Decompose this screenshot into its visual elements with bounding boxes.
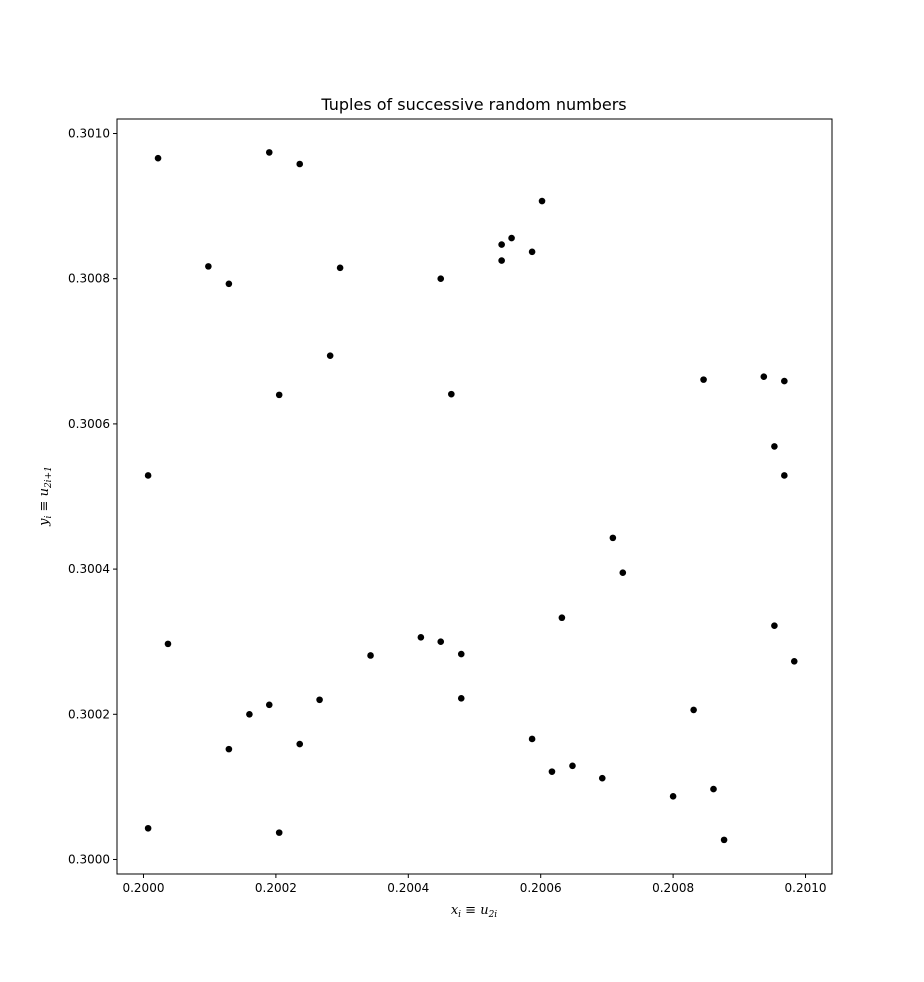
y-tick-label: 0.3000	[68, 852, 110, 866]
chart-title: Tuples of successive random numbers	[320, 95, 626, 114]
data-point	[296, 740, 304, 748]
y-axis: 0.3000 0.3002 0.3004 0.3006 0.3008 0.3010	[68, 127, 117, 866]
data-point	[154, 154, 162, 162]
data-point	[457, 650, 465, 658]
x-tick-label: 0.2008	[652, 881, 694, 895]
data-point	[558, 614, 566, 622]
x-axis: 0.2000 0.2002 0.2004 0.2006 0.2008 0.2010	[122, 874, 827, 895]
data-point	[528, 735, 536, 743]
data-point	[619, 569, 627, 577]
data-point	[144, 472, 152, 479]
y-tick-label: 0.3006	[68, 417, 110, 431]
x-tick-label: 0.2004	[387, 881, 429, 895]
data-point	[417, 634, 425, 641]
data-point	[498, 241, 505, 248]
data-point	[164, 640, 172, 648]
data-point	[760, 373, 768, 381]
data-point	[316, 696, 323, 704]
data-point	[508, 234, 515, 242]
data-point	[296, 160, 304, 168]
data-point	[498, 257, 505, 264]
x-tick-label: 0.2010	[785, 881, 827, 895]
data-point	[326, 352, 334, 359]
data-point	[781, 472, 788, 479]
data-point	[569, 762, 576, 770]
data-point	[700, 376, 707, 383]
data-point	[448, 390, 455, 398]
data-point	[225, 745, 233, 753]
data-point	[225, 280, 233, 288]
data-point	[790, 657, 798, 665]
data-points	[144, 149, 798, 844]
y-tick-label: 0.3004	[68, 562, 110, 576]
data-point	[437, 275, 445, 283]
y-tick-label: 0.3008	[68, 272, 110, 286]
x-axis-label: xi ≡ u2i	[451, 903, 497, 920]
data-point	[205, 263, 212, 270]
data-point	[690, 706, 697, 714]
y-tick-label: 0.3002	[68, 707, 110, 721]
data-point	[771, 622, 778, 630]
data-point	[457, 695, 465, 702]
data-point	[548, 768, 556, 775]
data-point	[265, 701, 273, 709]
data-point	[781, 377, 788, 385]
data-point	[246, 710, 253, 718]
data-point	[275, 391, 283, 399]
data-point	[771, 443, 778, 450]
plot-frame	[116, 118, 833, 875]
x-tick-label: 0.2000	[122, 881, 164, 895]
data-point	[144, 824, 152, 832]
y-axis-label: yi ≡ u2i+1	[37, 466, 54, 527]
data-point	[609, 534, 617, 542]
x-tick-label: 0.2002	[255, 881, 297, 895]
data-point	[538, 197, 546, 205]
y-tick-label: 0.3010	[68, 127, 110, 141]
data-point	[598, 774, 606, 782]
data-point	[367, 652, 374, 659]
data-point	[710, 785, 717, 793]
data-point	[265, 149, 273, 156]
data-point	[720, 836, 728, 844]
data-point	[437, 638, 445, 645]
data-point	[275, 829, 283, 836]
x-tick-label: 0.2006	[520, 881, 562, 895]
data-point	[669, 793, 677, 800]
data-point	[336, 264, 344, 272]
data-point	[528, 248, 536, 256]
